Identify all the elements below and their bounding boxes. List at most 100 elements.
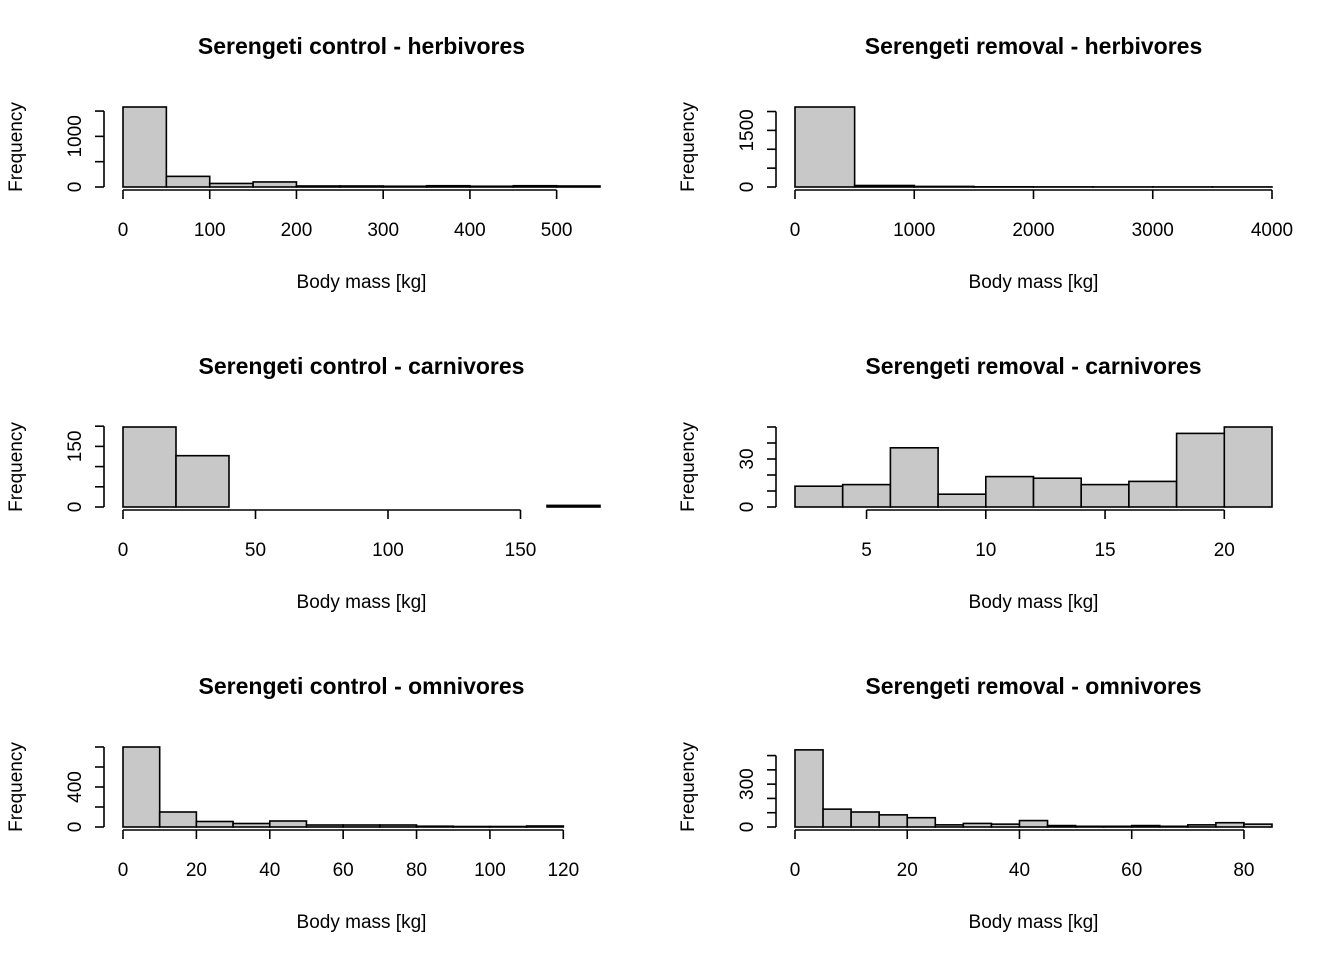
panel-4-x-tick-label-4: 20 — [1214, 540, 1235, 561]
panel-6-bar-6 — [934, 824, 965, 828]
panel-5-bar-10 — [452, 825, 491, 828]
panel-4-y-tick-label-1: 0 — [737, 502, 758, 513]
panel-6-bar-11 — [1074, 825, 1105, 828]
panel-4-y-axis-label: Frequency — [678, 422, 699, 512]
panel-5-x-tick-label-1: 0 — [118, 860, 129, 881]
panel-5-x-tick-label-5: 80 — [406, 860, 427, 881]
panel-3-y-tick-label-2: 150 — [65, 431, 86, 463]
panel-4-x-axis-label: Body mass [kg] — [969, 592, 1099, 613]
panel-2-x-tick-label-2: 1000 — [893, 220, 935, 241]
panel-3-bar-1 — [122, 426, 177, 508]
panel-6-x-axis: 0 20 40 60 80 — [790, 829, 1255, 881]
panel-6-bar-12 — [1102, 825, 1133, 828]
panel-1-bar-1 — [122, 106, 168, 188]
panel-2-y-tick-label-1: 0 — [737, 182, 758, 193]
panel-5-title: Serengeti control - omnivores — [199, 673, 525, 699]
panel-2-bar-1 — [794, 106, 856, 188]
panel-6-y-tick-label-1: 0 — [737, 822, 758, 833]
panel-1-bar-4 — [252, 181, 298, 188]
panel-4-bar-6 — [1032, 477, 1083, 508]
panel-3-x-tick-label-2: 50 — [245, 540, 266, 561]
panel-1: Serengeti control - herbivores 0 100 200 300… — [6, 33, 601, 293]
panel-3-title: Serengeti control - carnivores — [199, 353, 525, 379]
panel-2-x-tick-label-1: 0 — [790, 220, 801, 241]
panel-1-y-axis: 0 1000 — [65, 110, 105, 193]
panel-4-bar-5 — [984, 475, 1035, 508]
panel-1-y-axis-label: Frequency — [6, 102, 27, 192]
panel-1-bar-9 — [469, 185, 515, 188]
panel-5-bar-9 — [415, 825, 455, 828]
panel-5-bar-2 — [158, 811, 198, 828]
panel-3-y-axis: 0 150 — [65, 425, 105, 513]
panel-6-y-axis-label: Frequency — [678, 742, 699, 832]
panel-5-x-tick-label-7: 120 — [547, 860, 579, 881]
panel-1-x-axis: 0 100 200 300 400 500 — [118, 189, 573, 241]
panel-1-bar-5 — [295, 185, 341, 188]
panel-1-x-tick-label-5: 400 — [454, 220, 486, 241]
panel-6-bar-8 — [990, 823, 1021, 828]
panel-6-bar-10 — [1046, 824, 1077, 828]
panel-6-x-tick-label-1: 0 — [790, 860, 801, 881]
panel-5-y-axis: 0 400 — [65, 746, 105, 833]
panel-6-title: Serengeti removal - omnivores — [865, 673, 1201, 699]
panel-1-bar-8 — [425, 184, 471, 188]
panel-5-bar-12 — [525, 825, 565, 828]
panel-2-x-tick-label-5: 4000 — [1251, 220, 1293, 241]
panel-6-bar-3 — [850, 811, 880, 828]
panel-4-bar-1 — [794, 485, 844, 508]
panel-6-bar-16 — [1215, 821, 1245, 828]
panel-5-bar-4 — [232, 822, 271, 828]
panel-4-y-axis: 0 30 — [737, 426, 777, 513]
panel-5-y-axis-label: Frequency — [6, 742, 27, 832]
panel-2-x-tick-label-3: 2000 — [1012, 220, 1054, 241]
panel-6-bar-7 — [962, 822, 993, 828]
panel-6-bar-14 — [1158, 825, 1189, 828]
panel-4-x-tick-label-3: 15 — [1094, 540, 1115, 561]
panel-6-bar-2 — [822, 808, 852, 828]
panel-6-x-tick-label-2: 20 — [897, 860, 918, 881]
panel-1-x-tick-label-2: 100 — [194, 220, 226, 241]
panel-5-y-tick-label-2: 400 — [65, 771, 86, 803]
panel-1-y-tick-label-1: 0 — [65, 182, 86, 193]
panel-2-x-axis: 0 1000 2000 3000 4000 — [790, 189, 1293, 241]
panel-6-bar-17 — [1243, 823, 1273, 828]
panel-3-x-axis: 0 50 100 150 — [118, 509, 537, 561]
panel-4-bar-4 — [937, 493, 987, 508]
panel-4-bar-8 — [1128, 480, 1178, 508]
panel-4-bar-10 — [1223, 426, 1273, 508]
panel-4-bar-2 — [841, 483, 892, 508]
panel-5-bar-7 — [342, 824, 381, 828]
panel-6-bar-1 — [794, 749, 824, 828]
panel-4: Serengeti removal - carnivores 5 10 15 20 0 30… — [678, 353, 1273, 613]
panel-3-y-tick-label-1: 0 — [65, 502, 86, 513]
panel-6-x-tick-label-4: 60 — [1121, 860, 1142, 881]
panel-5-x-tick-label-6: 100 — [474, 860, 506, 881]
panel-5-x-tick-label-2: 20 — [186, 860, 207, 881]
panel-1-bar-3 — [208, 182, 254, 188]
panel-3-y-axis-label: Frequency — [6, 422, 27, 512]
panel-6: Serengeti removal - omnivores 0 20 40 60 80 0 3… — [678, 673, 1273, 933]
panel-5-bar-1 — [122, 746, 161, 828]
panel-4-x-tick-label-1: 5 — [861, 540, 872, 561]
panel-1-x-axis-label: Body mass [kg] — [297, 272, 427, 293]
panel-6-x-axis-label: Body mass [kg] — [969, 912, 1099, 933]
panel-3-bar-2 — [175, 454, 230, 508]
panel-6-bar-13 — [1130, 824, 1161, 828]
panel-3-x-axis-label: Body mass [kg] — [297, 592, 427, 613]
panel-1-bar-2 — [165, 175, 211, 188]
panel-6-y-axis: 0 300 — [737, 754, 777, 833]
panel-2-title: Serengeti removal - herbivores — [865, 33, 1202, 59]
panel-1-bar-11 — [555, 185, 601, 188]
panel-2-y-axis: 0 1500 — [737, 109, 777, 193]
panel-2-bar-2 — [853, 184, 916, 188]
panel-6-bar-15 — [1187, 824, 1217, 828]
panel-3-x-tick-label-4: 150 — [505, 540, 537, 561]
panel-1-x-tick-label-6: 500 — [541, 220, 573, 241]
panel-1-x-tick-label-1: 0 — [118, 220, 129, 241]
panel-2-x-axis-label: Body mass [kg] — [969, 272, 1099, 293]
panel-5-y-tick-label-1: 0 — [65, 822, 86, 833]
panel-6-bar-5 — [906, 816, 937, 828]
panel-5-x-axis-label: Body mass [kg] — [297, 912, 427, 933]
panel-4-bar-9 — [1175, 432, 1226, 508]
